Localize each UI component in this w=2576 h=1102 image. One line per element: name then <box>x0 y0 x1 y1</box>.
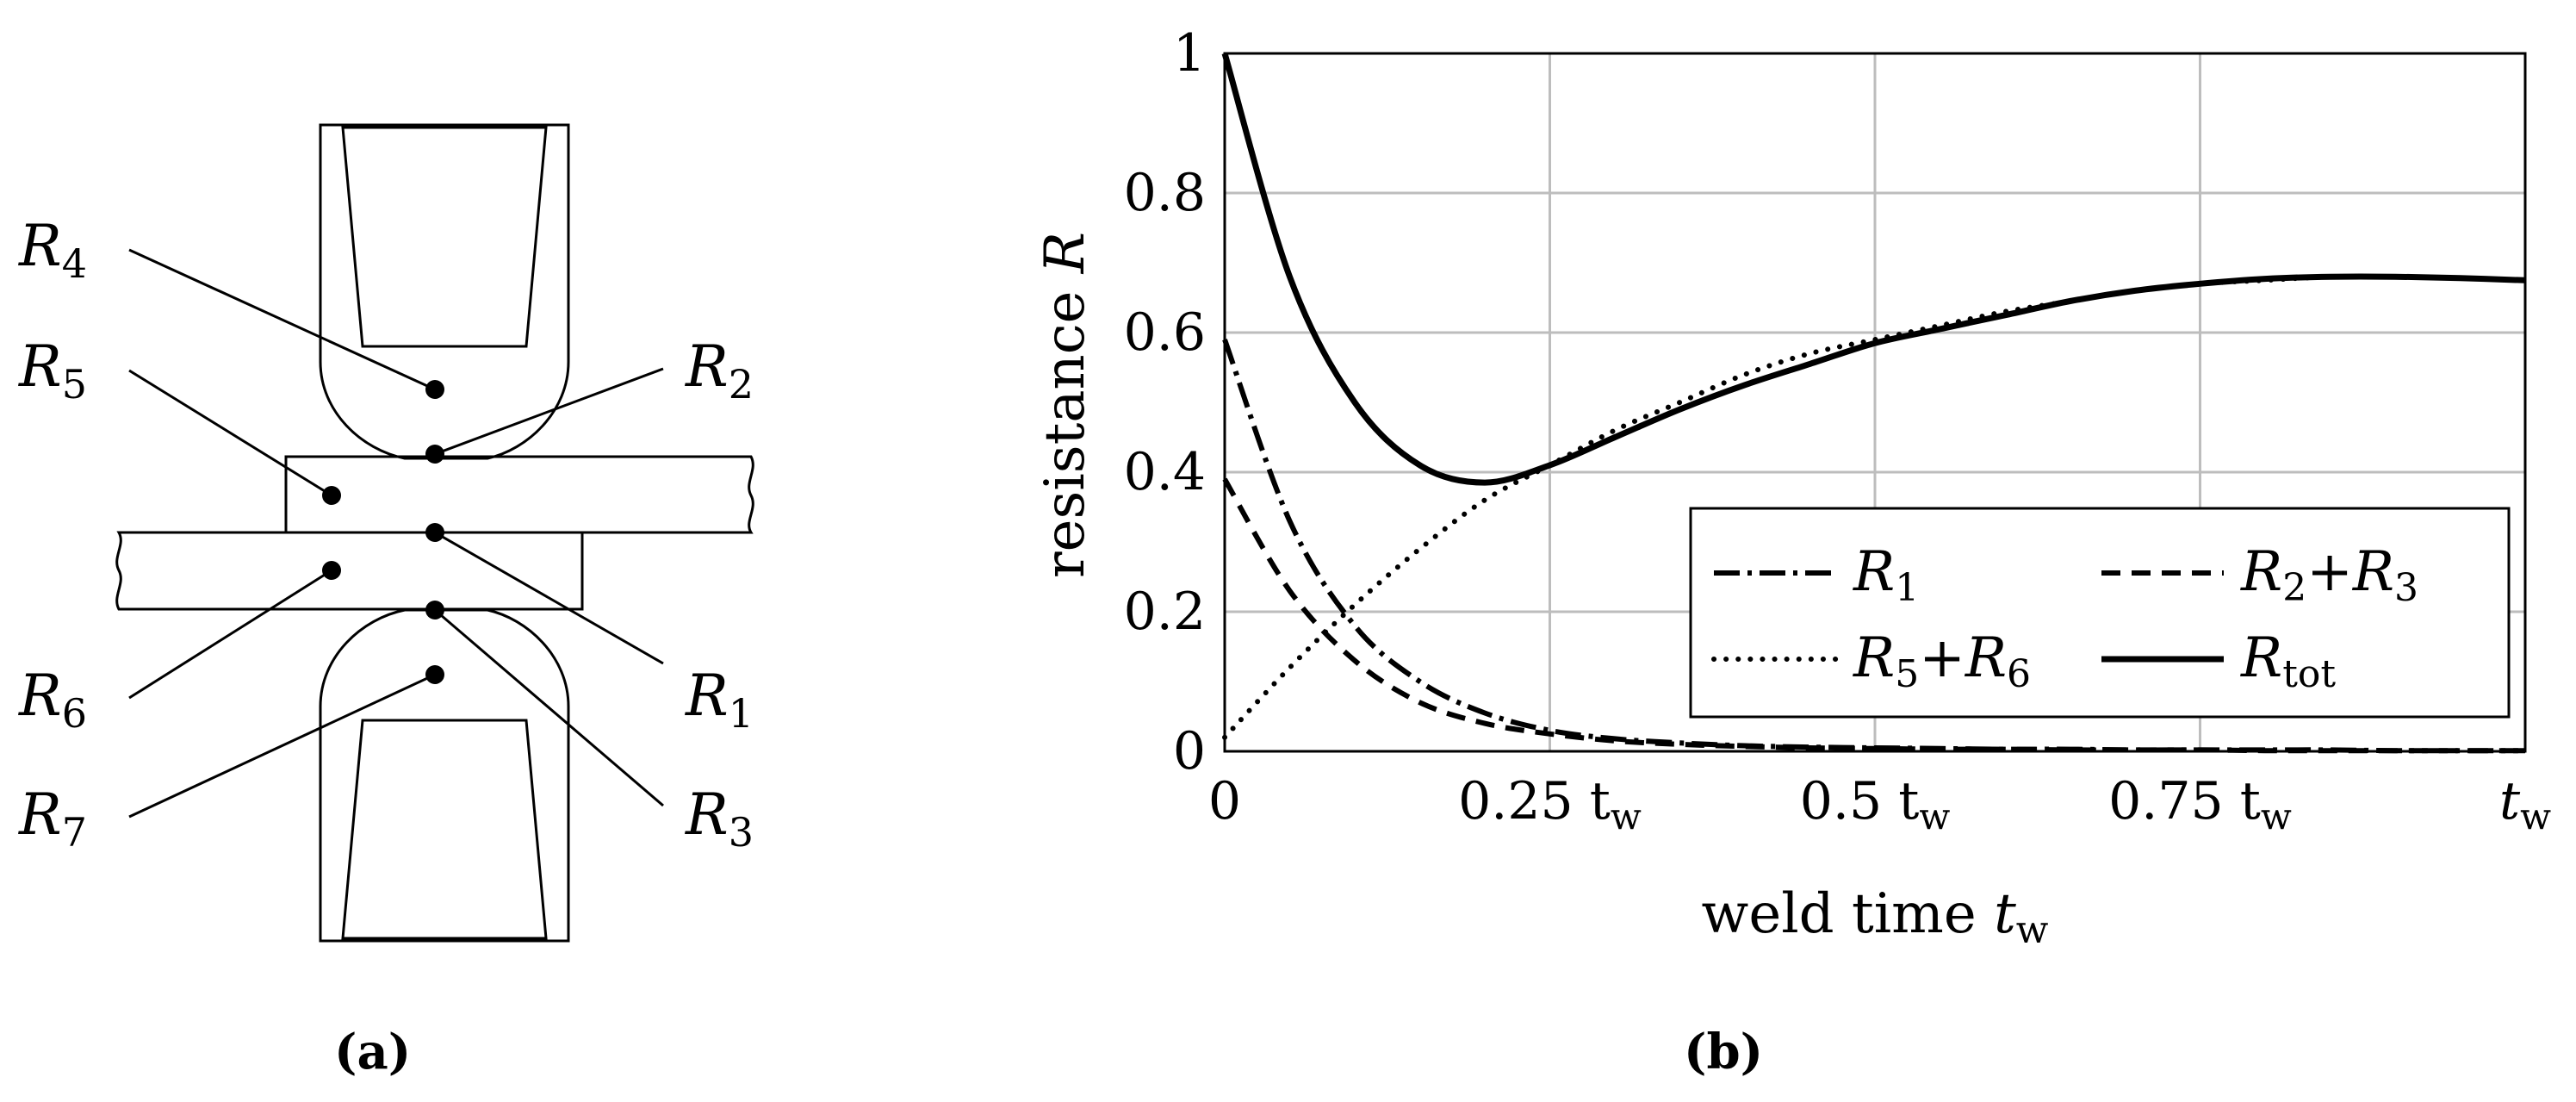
point-r6 <box>322 561 341 580</box>
legend-label-r1: R1 <box>1853 540 1919 610</box>
lower-electrode-inner <box>341 719 548 940</box>
legend-label-r2-r3: R2+R3 <box>2240 540 2418 610</box>
leader-line-r2 <box>434 367 664 456</box>
upper-electrode <box>319 123 570 460</box>
point-r3 <box>425 601 444 619</box>
legend-entry-r1: R1 <box>1714 540 1919 610</box>
point-r7 <box>425 665 444 684</box>
point-r1 <box>425 523 444 542</box>
label-r7: R7 <box>18 781 87 856</box>
y-axis-label: resistance R <box>1034 232 1097 578</box>
upper-sheet <box>284 455 754 534</box>
lower-electrode <box>319 608 570 943</box>
x-tick-label-0: 0 <box>1208 771 1241 831</box>
y-tick-label-2: 0.4 <box>1124 442 1206 502</box>
point-r4 <box>425 380 444 399</box>
x-tick-label-3: 0.75 tw <box>2108 771 2292 837</box>
upper-electrode-inner <box>341 126 548 348</box>
x-tick-label-2: 0.5 tw <box>1800 771 1951 837</box>
y-tick-label-4: 0.8 <box>1124 163 1206 223</box>
x-tick-label-1: 0.25 tw <box>1458 771 1642 837</box>
legend-entry-r2-r3: R2+R3 <box>2101 540 2418 610</box>
resistance-chart: 0 0.2 0.4 0.6 0.8 1 0 0.25 tw 0.5 tw 0.75 tw tw r… <box>1034 23 2551 952</box>
chart-legend: R1 R2+R3 R5+R6 Rtot <box>1689 507 2511 719</box>
leader-line-r3 <box>434 608 664 807</box>
label-r4: R4 <box>18 213 87 287</box>
legend-entry-rtot: Rtot <box>2101 626 2336 696</box>
y-tick-label-1: 0.2 <box>1124 582 1206 642</box>
point-r2 <box>425 445 444 464</box>
y-tick-labels: 0 0.2 0.4 0.6 0.8 1 <box>1124 23 1206 781</box>
label-r2: R2 <box>685 333 754 408</box>
leader-line-r5 <box>128 369 332 497</box>
resistor-labels: R4 R5 R2 R6 R1 R7 R3 <box>18 213 754 856</box>
leader-line-r4 <box>128 248 436 391</box>
caption-b: (b) <box>1684 1024 1763 1080</box>
y-tick-label-3: 0.6 <box>1124 302 1206 363</box>
measurement-points <box>322 380 444 684</box>
label-r5: R5 <box>18 333 87 408</box>
legend-label-rtot: Rtot <box>2240 626 2336 696</box>
caption-a: (a) <box>334 1024 411 1080</box>
y-tick-label-5: 1 <box>1173 23 1206 84</box>
series-line-rtot <box>1221 53 2526 486</box>
y-tick-label-0: 0 <box>1173 721 1206 781</box>
leader-line-r6 <box>128 569 332 700</box>
x-axis-label: weld time tw <box>1702 882 2049 952</box>
leader-line-r1 <box>434 531 664 665</box>
x-tick-label-4: tw <box>2499 771 2551 837</box>
label-r1: R1 <box>685 663 754 737</box>
point-r5 <box>322 486 341 505</box>
legend-box <box>1689 507 2511 719</box>
legend-entry-r5-r6: R5+R6 <box>1711 626 2031 696</box>
label-r3: R3 <box>685 781 754 856</box>
plot-area-frame <box>1223 52 2527 753</box>
electrode-sheet-diagram <box>115 123 754 943</box>
legend-label-r5-r6: R5+R6 <box>1853 626 2031 696</box>
label-r6: R6 <box>18 663 87 737</box>
lower-sheet <box>115 531 584 611</box>
leader-line-r7 <box>128 673 436 819</box>
x-tick-labels: 0 0.25 tw 0.5 tw 0.75 tw tw <box>1208 771 2551 837</box>
